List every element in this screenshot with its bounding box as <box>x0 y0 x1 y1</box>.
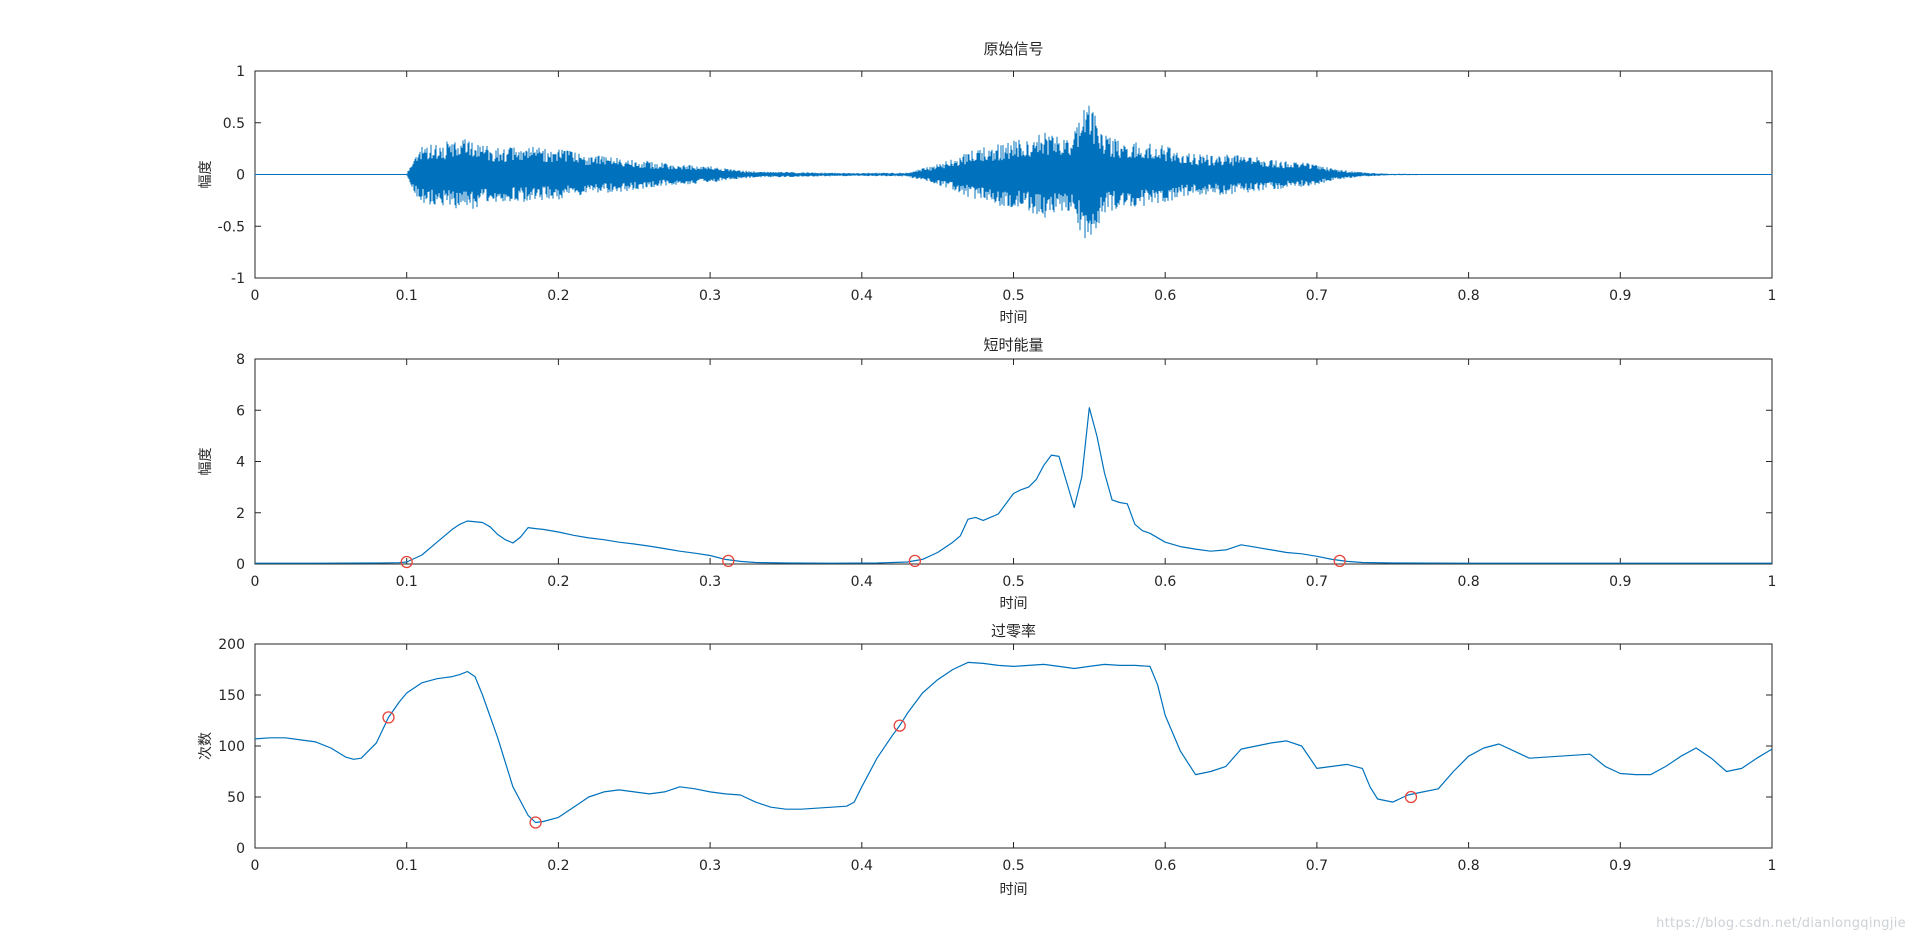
y-tick-label: 6 <box>236 403 245 419</box>
x-tick-label: 0.7 <box>1306 574 1328 590</box>
y-tick-label: 0 <box>236 168 245 184</box>
x-axis-label: 时间 <box>1000 882 1028 898</box>
x-axis-label: 时间 <box>1000 596 1028 612</box>
x-tick-label: 1 <box>1768 858 1777 874</box>
x-tick-label: 0.8 <box>1457 288 1479 304</box>
x-tick-label: 0.8 <box>1457 574 1479 590</box>
x-tick-label: 0.8 <box>1457 858 1479 874</box>
y-tick-label: -1 <box>231 271 245 287</box>
x-axis-label: 时间 <box>1000 310 1028 326</box>
x-tick-label: 1 <box>1768 288 1777 304</box>
y-tick-label: 200 <box>218 637 245 653</box>
short-time-energy-line <box>255 407 1772 564</box>
endpoint-marker <box>529 816 542 829</box>
x-tick-label: 0.1 <box>396 858 418 874</box>
x-tick-label: 0.6 <box>1154 574 1176 590</box>
x-tick-label: 0.2 <box>547 288 569 304</box>
x-tick-label: 1 <box>1768 574 1777 590</box>
x-tick-label: 0.5 <box>1002 858 1024 874</box>
y-tick-label: 0 <box>236 841 245 857</box>
x-tick-label: 0.6 <box>1154 288 1176 304</box>
y-tick-label: 50 <box>227 790 245 806</box>
y-axis-label: 次数 <box>198 732 214 760</box>
y-tick-label: 0 <box>236 557 245 573</box>
x-tick-label: 0.2 <box>547 574 569 590</box>
x-tick-label: 0.4 <box>851 574 873 590</box>
endpoint-marker <box>400 555 413 569</box>
endpoint-marker <box>1333 554 1346 568</box>
x-tick-label: 0 <box>251 574 260 590</box>
x-tick-label: 0.7 <box>1306 858 1328 874</box>
y-tick-label: 100 <box>218 739 245 755</box>
x-tick-label: 0 <box>251 858 260 874</box>
x-tick-label: 0.7 <box>1306 288 1328 304</box>
y-axis-label: 幅度 <box>198 448 214 476</box>
watermark: https://blog.csdn.net/dianlongqingjie <box>1656 916 1906 931</box>
x-tick-label: 0 <box>251 288 260 304</box>
x-tick-label: 0.9 <box>1609 288 1631 304</box>
y-tick-label: 0.5 <box>223 116 245 132</box>
x-tick-label: 0.6 <box>1154 858 1176 874</box>
x-tick-label: 0.3 <box>699 858 721 874</box>
x-tick-label: 0.9 <box>1609 858 1631 874</box>
waveform-trace <box>254 105 1773 239</box>
y-tick-label: 150 <box>218 688 245 704</box>
x-tick-label: 0.4 <box>851 288 873 304</box>
y-tick-label: 4 <box>236 455 245 471</box>
zero-crossing-rate-line <box>254 661 1773 824</box>
y-axis-label: 幅度 <box>198 161 214 189</box>
plot-title: 原始信号 <box>983 40 1043 58</box>
x-tick-label: 0.5 <box>1002 574 1024 590</box>
endpoint-marker <box>908 554 922 568</box>
x-tick-label: 0.5 <box>1002 288 1024 304</box>
x-tick-label: 0.1 <box>396 574 418 590</box>
plot-title: 过零率 <box>991 622 1036 640</box>
x-tick-label: 0.2 <box>547 858 569 874</box>
endpoint-marker <box>382 711 395 724</box>
endpoint-marker <box>1404 790 1418 804</box>
endpoint-marker <box>893 719 906 732</box>
x-tick-label: 0.9 <box>1609 574 1631 590</box>
plot-title: 短时能量 <box>983 336 1043 354</box>
axes-box <box>254 643 1773 849</box>
y-tick-label: -0.5 <box>218 219 245 235</box>
x-tick-label: 0.4 <box>851 858 873 874</box>
y-tick-label: 2 <box>236 506 245 522</box>
y-tick-label: 8 <box>236 352 245 368</box>
x-tick-label: 0.3 <box>699 574 721 590</box>
x-tick-label: 0.1 <box>396 288 418 304</box>
endpoint-marker <box>722 554 735 568</box>
x-tick-label: 0.3 <box>699 288 721 304</box>
axes-box <box>254 358 1773 565</box>
y-tick-label: 1 <box>236 64 245 80</box>
